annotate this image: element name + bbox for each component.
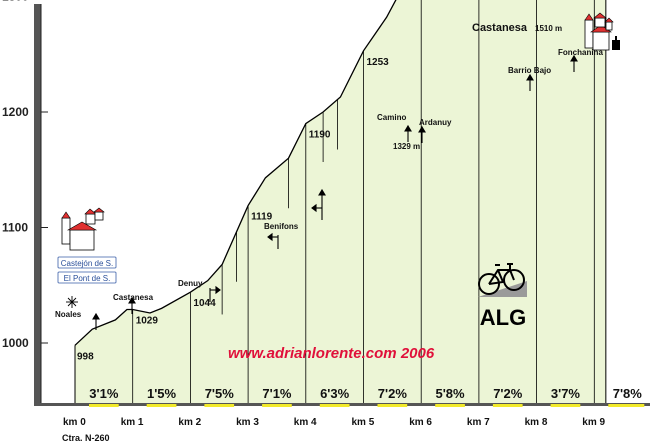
place-label: Barrio Bajo: [508, 66, 551, 75]
km-label: km 9: [582, 417, 605, 428]
km-band: [262, 404, 292, 407]
alg-logo: ALG: [478, 263, 527, 330]
village-icon: [61, 207, 105, 251]
direction-sign-icon: [318, 188, 326, 206]
km-band: [319, 404, 350, 407]
profile-area: [74, 0, 607, 403]
direction-sign-icon: [570, 54, 578, 72]
direction-sign-icon: [526, 73, 534, 91]
direction-sign-icon: [418, 125, 426, 143]
summit-village-icon: [584, 12, 614, 51]
km-guides: [132, 0, 595, 403]
segment-grade: 3'7%: [551, 386, 581, 401]
km-band: [89, 404, 119, 407]
altitude-label: 1029: [136, 316, 159, 327]
y-tick-label: 1000: [2, 336, 29, 350]
road-sign-pont-label: El Pont de S.: [64, 274, 111, 283]
segment-grade: 1'5%: [147, 386, 177, 401]
segment-grade: 5'8%: [435, 386, 465, 401]
place-label: Castanesa: [113, 293, 154, 302]
place-label: 1329 m: [393, 142, 420, 151]
km-band: [550, 404, 581, 407]
website-text: www.adrianlorente.com 2006: [228, 345, 435, 362]
logo-text: ALG: [480, 305, 526, 330]
altitude-label: 1044: [193, 298, 216, 309]
altitude-label: 1119: [251, 212, 273, 223]
km-label: km 8: [525, 417, 548, 428]
direction-sign-icon: [267, 232, 279, 249]
km-label: km 7: [467, 417, 490, 428]
y-axis-bar: [34, 4, 41, 403]
km-label: km 3: [236, 417, 259, 428]
windmill-icon: [66, 296, 78, 308]
direction-sign-icon: [128, 296, 136, 314]
place-label: Camino: [377, 113, 406, 122]
road-sign-castejon: Castejón de S.: [57, 256, 117, 269]
segment-grade: 6'3%: [320, 386, 350, 401]
y-tick-label: 1300: [2, 0, 29, 4]
place-label: Benifons: [264, 222, 299, 231]
segment-grade: 3'1%: [89, 386, 119, 401]
summit-altitude: 1510 m: [535, 24, 562, 33]
km-band: [146, 404, 177, 407]
km-label: km 0: [63, 417, 86, 428]
km-band: [435, 404, 465, 407]
summit-flag-icon: [612, 36, 620, 50]
summit-label: Castanesa: [472, 22, 528, 34]
y-axis-ticks: 100011001200130014001500: [2, 0, 48, 350]
road-sign-pont: El Pont de S.: [57, 271, 117, 284]
segment-grade: 7'2%: [493, 386, 523, 401]
km-label: km 2: [178, 417, 201, 428]
altitude-label: 998: [77, 351, 94, 362]
distance-axis: km 0 km 1 km 2 km 3 km 4 km 5 km 6 km 7 km 8 km 9…: [34, 386, 650, 428]
km-label: km 4: [294, 417, 317, 428]
direction-sign-icon: [404, 124, 412, 142]
altitude-label: 1253: [367, 57, 390, 68]
direction-sign-icon: [311, 203, 323, 220]
profile-labels: 998102910441119119012531325138314551492N…: [55, 22, 603, 362]
km-label: km 5: [352, 417, 375, 428]
profile-line: [74, 0, 397, 346]
segment-grade: 7'1%: [262, 386, 292, 401]
direction-sign-icon: [209, 285, 221, 302]
y-tick-label: 1100: [2, 221, 28, 235]
km-band: [204, 404, 235, 407]
place-label: Ardanuy: [419, 118, 452, 127]
y-tick-label: 1200: [2, 105, 29, 119]
bicycle-icon: [478, 263, 525, 295]
segment-grade: 7'5%: [205, 386, 235, 401]
segment-grade: 7'2%: [378, 386, 408, 401]
km-label: km 6: [409, 417, 432, 428]
km-band: [608, 404, 645, 407]
road-sign-castejon-label: Castejón de S.: [61, 259, 113, 268]
segment-grade: 7'8%: [613, 386, 643, 401]
km-band: [377, 404, 408, 407]
place-label: Noales: [55, 310, 82, 319]
profile-fill: [75, 0, 606, 403]
place-label: Denuy: [178, 279, 203, 288]
road-label: Ctra. N-260: [62, 433, 110, 442]
place-label: Fonchanina: [558, 48, 603, 57]
direction-sign-icon: [92, 312, 100, 330]
altitude-label: 1190: [309, 130, 331, 141]
km-label: km 1: [121, 417, 144, 428]
km-band: [492, 404, 523, 407]
